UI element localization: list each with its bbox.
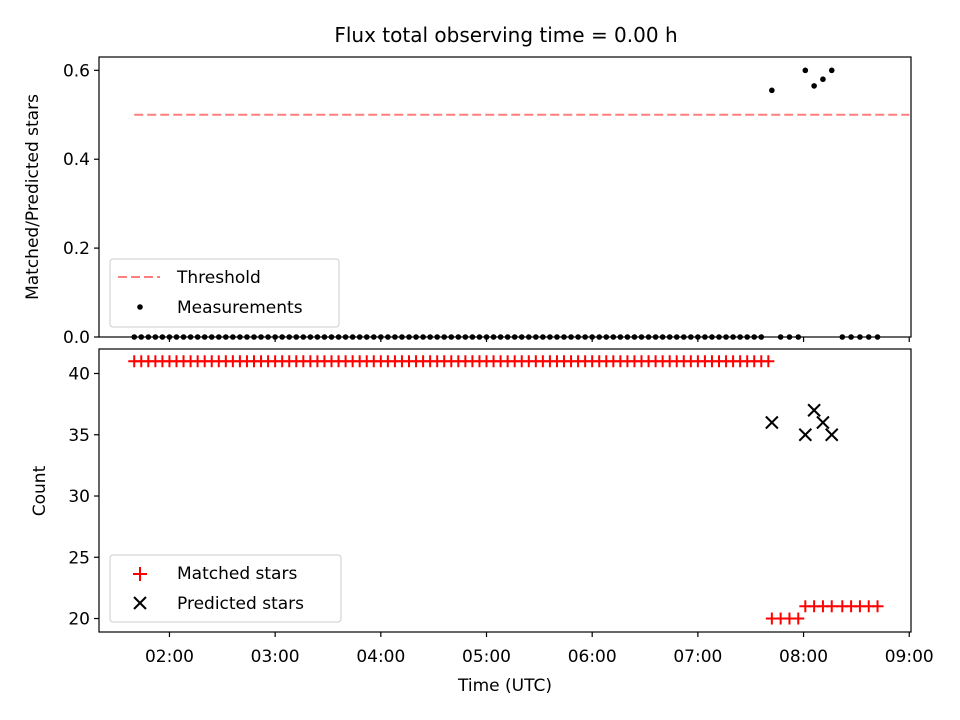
measurement-point bbox=[769, 87, 775, 94]
legend-predicted-label: Predicted stars bbox=[177, 594, 304, 614]
bottom-series bbox=[128, 355, 884, 625]
top-legend-box bbox=[109, 258, 340, 328]
top-y-tick-label: 0.4 bbox=[63, 150, 90, 170]
top-plot-frame bbox=[98, 56, 912, 338]
predicted-stars-marker bbox=[765, 415, 779, 430]
matched-stars-marker bbox=[762, 355, 775, 368]
bottom-y-tick-label: 35 bbox=[68, 426, 90, 446]
legend-measurements-label: Measurements bbox=[177, 298, 303, 318]
matched-stars-marker bbox=[825, 600, 838, 613]
top-y-axis-label: Matched/Predicted stars bbox=[23, 94, 43, 300]
measurement-point bbox=[828, 67, 835, 74]
measurement-point bbox=[820, 76, 826, 83]
bottom-plot-frame bbox=[98, 348, 912, 633]
x-axis-label: Time (UTC) bbox=[457, 676, 552, 696]
legend-matched-swatch bbox=[133, 567, 147, 581]
predicted-stars-marker bbox=[816, 415, 830, 430]
matched-stars-marker bbox=[792, 612, 805, 625]
bottom-legend: Matched stars Predicted stars bbox=[109, 554, 342, 623]
bottom-legend-box bbox=[109, 554, 342, 623]
bottom-y-tick-label: 20 bbox=[68, 610, 90, 630]
bottom-x-tick-label: 02:00 bbox=[145, 647, 194, 667]
legend-threshold-label: Threshold bbox=[176, 268, 261, 288]
bottom-x-tick-label: 06:00 bbox=[568, 647, 617, 667]
bottom-y-tick-label: 25 bbox=[68, 548, 90, 568]
chart-title: Flux total observing time = 0.00 h bbox=[334, 23, 677, 47]
bottom-y-ticks: 20 25 30 35 40 bbox=[68, 365, 99, 630]
top-y-tick-label: 0.6 bbox=[63, 61, 90, 81]
bottom-panel: 20 25 30 35 40 02:00 03:00 04:00 05:00 06:00 07:0… bbox=[30, 348, 934, 696]
bottom-x-ticks: 02:00 03:00 04:00 05:00 06:00 07:00 08:00 09:00 bbox=[145, 632, 934, 667]
top-legend: Threshold Measurements bbox=[109, 258, 340, 328]
measurement-point bbox=[802, 67, 809, 74]
predicted-stars-marker bbox=[807, 403, 821, 417]
bottom-y-tick-label: 40 bbox=[68, 365, 90, 385]
top-panel: 0.0 0.2 0.4 0.6 Matched/Predicted stars Thr… bbox=[23, 56, 912, 348]
bottom-x-tick-label: 08:00 bbox=[779, 647, 828, 667]
top-y-ticks: 0.0 0.2 0.4 0.6 bbox=[63, 61, 99, 348]
top-y-tick-label: 0.2 bbox=[63, 239, 90, 259]
bottom-x-tick-label: 07:00 bbox=[673, 647, 722, 667]
top-y-tick-label: 0.0 bbox=[63, 328, 90, 348]
matched-stars-marker bbox=[871, 600, 884, 613]
bottom-y-tick-label: 30 bbox=[68, 487, 90, 507]
measurement-point bbox=[811, 83, 817, 89]
legend-predicted-swatch bbox=[133, 596, 147, 610]
bottom-y-axis-label: Count bbox=[30, 465, 50, 516]
legend-matched-label: Matched stars bbox=[177, 564, 297, 584]
bottom-x-tick-label: 04:00 bbox=[356, 647, 405, 667]
bottom-x-tick-label: 05:00 bbox=[462, 647, 511, 667]
bottom-x-tick-label: 03:00 bbox=[251, 647, 300, 667]
predicted-stars-marker bbox=[825, 428, 839, 442]
legend-measurements-swatch bbox=[137, 304, 143, 310]
predicted-stars-marker bbox=[798, 428, 813, 442]
bottom-x-tick-label: 09:00 bbox=[885, 647, 934, 667]
